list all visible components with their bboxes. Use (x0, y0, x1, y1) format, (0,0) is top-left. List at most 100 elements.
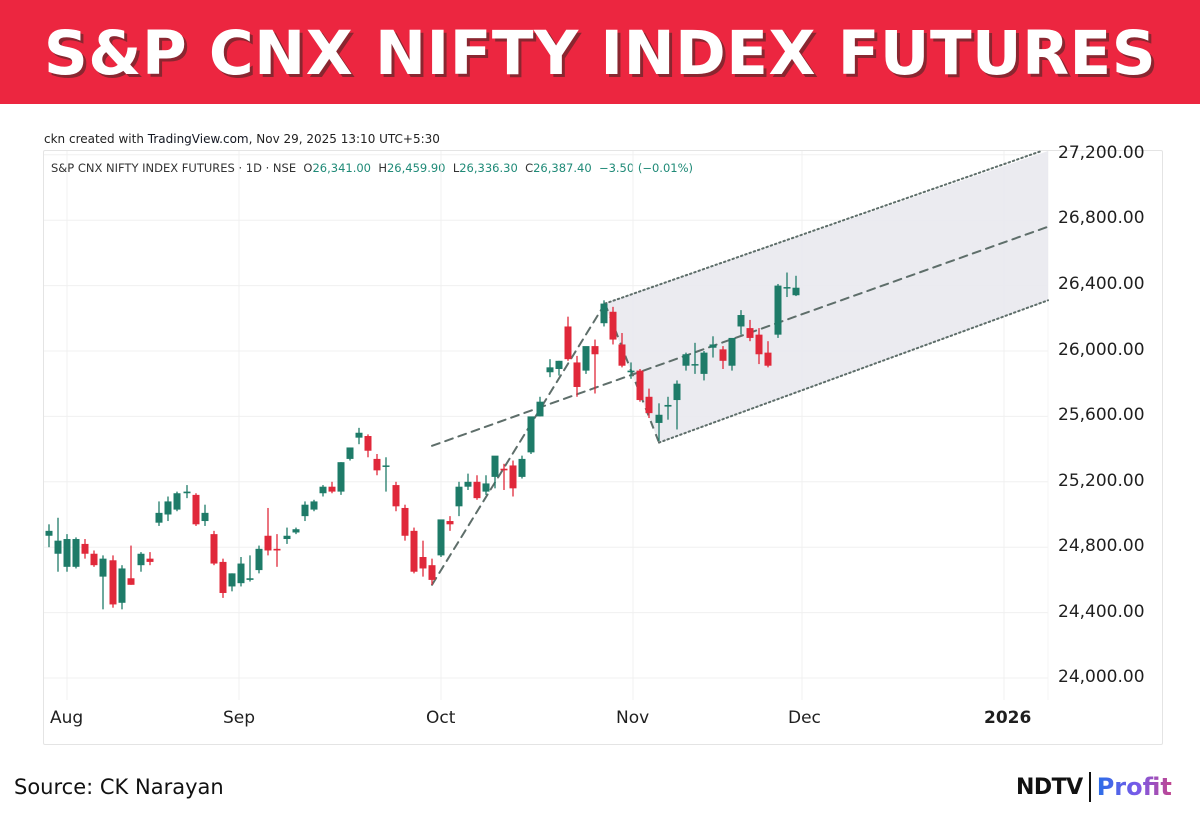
candle-up (173, 493, 181, 510)
candle-down (746, 328, 754, 338)
open-value: 26,341.00 (312, 161, 371, 175)
close-value: 26,387.40 (533, 161, 592, 175)
y-tick: 26,400.00 (1058, 274, 1145, 294)
candle-down (401, 507, 409, 536)
candle-up (792, 287, 800, 296)
y-tick: 25,600.00 (1058, 405, 1145, 425)
candle-up (355, 432, 363, 438)
candle-down (210, 534, 218, 564)
credit-prefix: ckn created with (44, 132, 148, 146)
candle-up (164, 501, 172, 515)
price-channel-fill (605, 151, 1048, 443)
high-value: 26,459.90 (386, 161, 446, 175)
change-value: −3.50 (−0.01%) (598, 161, 693, 175)
candle-down (109, 560, 117, 605)
candle-down (410, 530, 418, 572)
y-tick: 25,200.00 (1058, 471, 1145, 491)
candle-up (600, 303, 608, 324)
candle-down (219, 561, 227, 593)
rising-trendline (431, 302, 606, 586)
candle-down (618, 344, 626, 366)
candle-down (636, 370, 644, 401)
candle-up (691, 364, 699, 366)
candle-up (774, 285, 782, 335)
y-tick: 26,000.00 (1058, 340, 1145, 360)
candle-up (54, 540, 62, 554)
channel-lower-line (658, 299, 1049, 444)
candle-up (246, 578, 254, 580)
candle-up (518, 458, 526, 477)
candle-down (192, 494, 200, 525)
banner-title: S&P CNX NIFTY INDEX FUTURES (43, 18, 1157, 89)
candle-up (783, 287, 791, 289)
candle-up (310, 501, 318, 510)
channel-upper-line (604, 150, 1041, 305)
candle-up (319, 486, 327, 494)
candle-up (682, 354, 690, 366)
candle-up (627, 370, 635, 373)
y-tick: 24,400.00 (1058, 602, 1145, 622)
candle-down (90, 553, 98, 566)
candle-up (228, 573, 236, 587)
candle-down (755, 334, 763, 355)
candle-down (609, 311, 617, 340)
candle-up (63, 539, 71, 567)
candle-down (764, 352, 772, 366)
candle-down (364, 436, 372, 451)
candle-up (155, 512, 163, 523)
logo-profit: Profit (1096, 773, 1172, 801)
candle-up (728, 337, 736, 366)
candle-up (183, 491, 191, 494)
candle-up (118, 568, 126, 603)
candle-up (536, 401, 544, 417)
candle-up (673, 383, 681, 401)
y-tick: 27,200.00 (1058, 143, 1145, 163)
title-banner: S&P CNX NIFTY INDEX FUTURES (0, 0, 1200, 104)
logo-divider (1088, 772, 1091, 802)
candle-up (137, 553, 145, 566)
open-label: O (303, 161, 313, 175)
candle-down (509, 465, 517, 489)
chart-credit: ckn created with TradingView.com, Nov 29… (44, 132, 440, 146)
candle-down (428, 565, 436, 580)
candle-down (328, 486, 336, 492)
tradingview-link[interactable]: TradingView.com (147, 132, 249, 146)
candle-down (264, 535, 272, 551)
x-tick: Sep (223, 708, 256, 728)
candle-down (500, 468, 508, 471)
candle-up (237, 563, 245, 584)
candle-up (709, 344, 717, 348)
candle-down (446, 521, 454, 525)
ndtv-profit-logo: NDTV Profit (1016, 770, 1172, 804)
high-label: H (378, 161, 387, 175)
ohlc-legend: S&P CNX NIFTY INDEX FUTURES · 1D · NSE O… (51, 161, 693, 175)
candle-up (491, 455, 499, 477)
candle-up (382, 465, 390, 467)
candle-down (719, 349, 727, 361)
candle-down (564, 326, 572, 360)
candle-up (99, 558, 107, 577)
candle-up (255, 548, 263, 571)
x-tick: Aug (50, 708, 84, 728)
candle-up (455, 486, 463, 507)
candle-up (337, 462, 345, 492)
candle-down (419, 557, 427, 569)
y-tick: 24,800.00 (1058, 536, 1145, 556)
candle-up (737, 315, 745, 327)
candle-up (582, 346, 590, 371)
x-tick: Oct (426, 708, 456, 728)
candle-up (283, 535, 291, 540)
candle-down (373, 458, 381, 471)
candle-up (655, 414, 663, 423)
candle-up (482, 483, 490, 492)
y-tick: 24,000.00 (1058, 667, 1145, 687)
mid-trendline (431, 225, 1049, 447)
symbol-label: S&P CNX NIFTY INDEX FUTURES · 1D · NSE (51, 161, 297, 175)
channel-connector-line (604, 303, 660, 443)
candle-down (392, 485, 400, 507)
x-tick: Nov (616, 708, 650, 728)
candle-down (645, 396, 653, 414)
candle-up (301, 504, 309, 517)
low-value: 26,336.30 (459, 161, 518, 175)
